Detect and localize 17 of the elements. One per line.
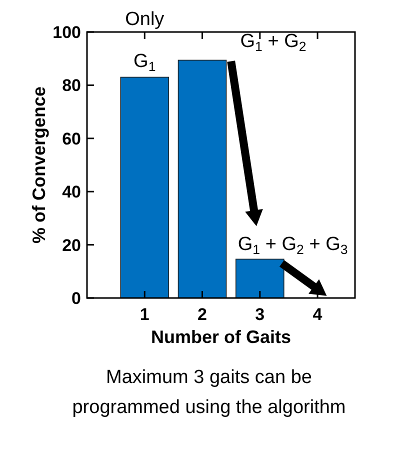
x-axis-title: Number of Gaits (150, 327, 292, 347)
annotation: Only G$_{1}$ (125, 9, 165, 74)
x-tick-label: 3 (255, 305, 265, 324)
x-tick-label: 4 (312, 305, 323, 324)
bar (120, 76, 170, 298)
annotation: G$_{1}$ + G$_{2}$ + G$_{3}$ (238, 234, 348, 257)
y-axis-title: % of Convergence (29, 86, 49, 244)
text: Maximum 3 gaits can be programmed using the algorithm (72, 367, 346, 418)
y-tick-label: 40 (62, 182, 81, 202)
annotation: G$_{1}$ + G$_{2}$ (240, 31, 306, 54)
x-tick-label: 2 (198, 305, 208, 324)
y-tick-label: 0 (72, 288, 81, 308)
y-tick-label: 60 (62, 129, 81, 148)
y-tick-label: 20 (62, 236, 81, 255)
x-tick-label: 1 (140, 305, 150, 324)
y-tick-label: 100 (52, 22, 81, 42)
y-tick-label: 80 (62, 76, 81, 96)
